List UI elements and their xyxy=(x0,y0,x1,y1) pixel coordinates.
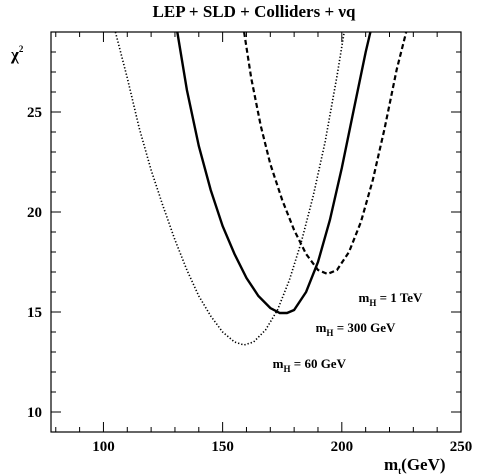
x-tick-label: 150 xyxy=(211,439,234,455)
annotations-layer: mH = 1 TeV mH = 300 GeV mH = 60 GeV xyxy=(273,290,423,374)
x-tick-label: 100 xyxy=(92,439,115,455)
x-tick-label: 250 xyxy=(450,439,473,455)
ticks-layer: 100 150 200 250 10 15 20 25 xyxy=(27,31,473,455)
chart-title: LEP + SLD + Colliders + νq xyxy=(153,2,356,21)
x-axis-label: mt(GeV) xyxy=(384,455,446,475)
y-axis-label: χ2 xyxy=(10,44,24,64)
y-tick-label: 25 xyxy=(27,105,42,121)
curve-h300 xyxy=(176,31,372,315)
y-tick-label: 20 xyxy=(27,205,42,221)
curves-layer xyxy=(114,31,408,346)
curve-h60 xyxy=(114,31,345,346)
x-tick-label: 200 xyxy=(331,439,354,455)
plot-frame xyxy=(50,31,462,433)
annotation-label: mH = 60 GeV xyxy=(273,356,347,374)
annotation-label: mH = 300 GeV xyxy=(316,320,396,338)
annotation-label: mH = 1 TeV xyxy=(359,290,424,308)
y-tick-label: 15 xyxy=(27,305,42,321)
curve-h1000 xyxy=(243,31,408,276)
y-tick-label: 10 xyxy=(27,405,42,421)
